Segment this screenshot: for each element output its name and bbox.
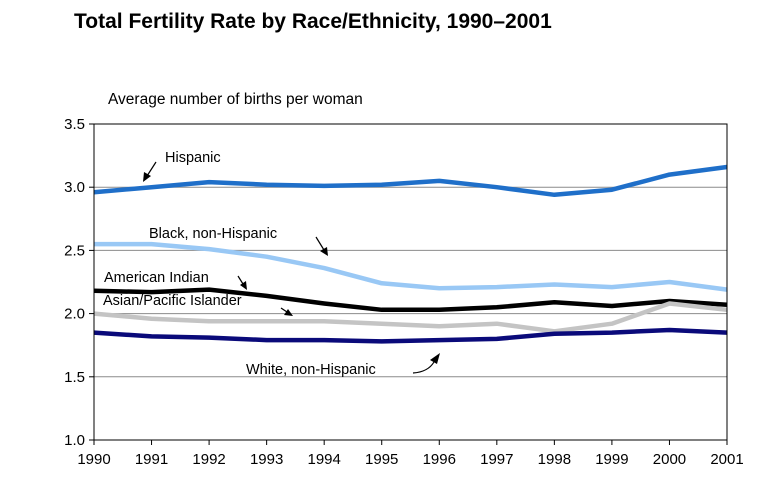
white-arrowhead-icon: [430, 353, 440, 364]
series-line-white-non-hispanic: [93, 327, 728, 344]
y-tick-label: 2.0: [64, 306, 85, 323]
series-label-american-indian: American Indian: [104, 270, 209, 286]
x-tick-label: 1998: [538, 451, 571, 468]
x-tick-label: 2000: [653, 451, 686, 468]
asian-arrowhead-icon: [284, 309, 293, 316]
hispanic-annotation: Hispanic: [143, 150, 221, 182]
x-tick-label: 1992: [192, 451, 225, 468]
white-arrow-icon: [412, 361, 435, 374]
series-label-white: White, non-Hispanic: [246, 362, 376, 378]
series-line-black-non-hispanic: [94, 241, 728, 292]
american-indian-arrow-icon: [237, 275, 244, 285]
white-annotation: White, non-Hispanic: [246, 353, 440, 378]
x-tick-label: 1991: [135, 451, 168, 468]
x-tick-label: 1990: [77, 451, 110, 468]
american-indian-arrowhead-icon: [240, 281, 247, 290]
black-arrow-icon: [315, 236, 325, 251]
y-tick-label: 3.0: [64, 179, 85, 196]
x-tick-label: 1993: [250, 451, 283, 468]
y-tick-label: 1.0: [64, 432, 85, 449]
x-tick-label: 1999: [595, 451, 628, 468]
y-tick-label: 3.5: [64, 116, 85, 133]
x-tick-label: 2001: [710, 451, 743, 468]
y-axis-label: Average number of births per woman: [108, 91, 363, 108]
series-label-black: Black, non-Hispanic: [149, 226, 277, 242]
asian-annotation: Asian/Pacific Islander: [103, 293, 293, 316]
black-annotation: Black, non-Hispanic: [149, 226, 328, 256]
x-tick-label: 1995: [365, 451, 398, 468]
x-tick-label: 1994: [307, 451, 340, 468]
series-label-asian: Asian/Pacific Islander: [103, 293, 242, 309]
y-tick-label: 1.5: [64, 369, 85, 386]
x-tick-label: 1996: [423, 451, 456, 468]
american-indian-annotation: American Indian: [104, 270, 247, 290]
series-line-asian-pacific-islander: [93, 301, 728, 334]
series-label-hispanic: Hispanic: [165, 150, 221, 166]
hispanic-arrowhead-icon: [143, 172, 151, 182]
asian-arrow-icon: [280, 307, 288, 313]
series-line-american-indian: [93, 287, 728, 313]
y-tick-label: 2.5: [64, 242, 85, 259]
x-tick-label: 1997: [480, 451, 513, 468]
black-arrowhead-icon: [320, 247, 328, 256]
chart-title: Total Fertility Rate by Race/Ethnicity, …: [74, 10, 552, 33]
plot-frame: [93, 123, 728, 441]
series-line-hispanic: [93, 164, 728, 198]
hispanic-arrow-icon: [146, 161, 157, 177]
